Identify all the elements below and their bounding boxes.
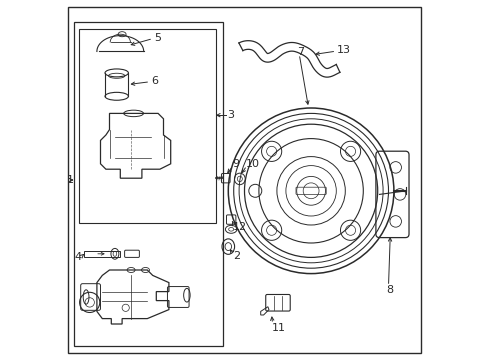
Text: 10: 10 <box>246 159 260 169</box>
Text: 12: 12 <box>232 222 246 232</box>
Text: 1: 1 <box>67 175 74 185</box>
Text: 9: 9 <box>232 159 239 169</box>
Text: 8: 8 <box>386 285 393 295</box>
Text: 4: 4 <box>75 252 81 262</box>
Text: 5: 5 <box>153 33 161 43</box>
Text: 11: 11 <box>271 323 285 333</box>
Text: 6: 6 <box>151 76 158 86</box>
Bar <box>73 22 223 346</box>
Bar <box>84 251 120 257</box>
Text: 2: 2 <box>232 251 240 261</box>
Text: 3: 3 <box>227 110 234 120</box>
Text: 13: 13 <box>336 45 350 55</box>
Bar <box>79 29 215 223</box>
Text: 7: 7 <box>296 47 303 57</box>
